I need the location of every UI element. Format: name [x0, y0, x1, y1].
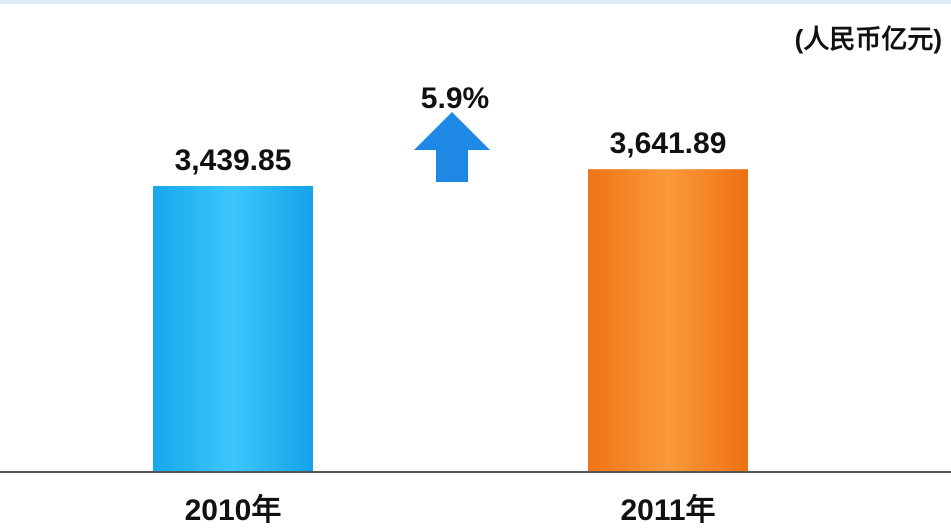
- growth-label: 5.9%: [421, 82, 489, 115]
- value-label-2010: 3,439.85: [175, 144, 292, 177]
- unit-label: (人民币亿元): [795, 24, 942, 54]
- bar-2011: [588, 169, 748, 472]
- top-border: [0, 0, 951, 4]
- category-label-2011: 2011年: [620, 494, 715, 527]
- up-arrow-icon: [414, 112, 490, 182]
- category-label-2010: 2010年: [185, 494, 282, 527]
- value-label-2011: 3,641.89: [610, 127, 727, 160]
- bar-2010: [153, 186, 313, 472]
